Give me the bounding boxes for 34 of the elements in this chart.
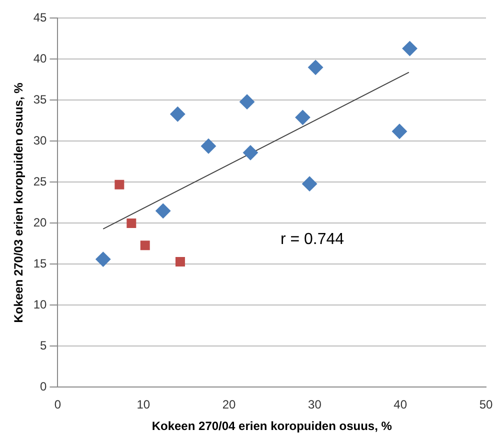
point — [140, 240, 150, 250]
annotation: r = 0.744 — [280, 231, 344, 248]
y-tick-label: 45 — [33, 10, 48, 25]
point — [170, 106, 186, 122]
x-tick-label: 40 — [394, 398, 408, 412]
y-tick-label: 35 — [33, 92, 48, 107]
point — [96, 252, 111, 267]
point — [242, 145, 258, 160]
x-tick-label: 20 — [222, 398, 236, 412]
point — [114, 180, 124, 190]
y-tick-label: 30 — [33, 134, 48, 148]
y-tick-label: 10 — [33, 298, 48, 312]
x-tick-label: 10 — [136, 398, 150, 412]
point — [308, 60, 324, 75]
point — [295, 110, 310, 125]
point — [302, 176, 318, 192]
y-tick-label: 40 — [33, 52, 48, 66]
y-tick-label: 0 — [40, 380, 48, 394]
y-tick-label: 5 — [40, 338, 48, 353]
y-tick-label: 15 — [33, 256, 48, 271]
point — [240, 94, 255, 110]
point — [392, 124, 407, 139]
point — [200, 138, 216, 154]
point — [175, 257, 185, 266]
x-tick-label: 50 — [479, 398, 493, 412]
point — [126, 218, 136, 228]
point — [156, 203, 171, 218]
y-tick-label: 20 — [33, 216, 48, 230]
x-tick-label: 30 — [308, 398, 322, 412]
point — [402, 41, 418, 56]
x-axis-title: Kokeen 270/04 erien koropuiden osuus, % — [152, 419, 392, 434]
y-tick-label: 25 — [33, 174, 48, 189]
y-axis-title: Kokeen 270/03 erien koropuiden osuus, % — [12, 82, 26, 323]
x-tick-label: 0 — [54, 398, 62, 412]
